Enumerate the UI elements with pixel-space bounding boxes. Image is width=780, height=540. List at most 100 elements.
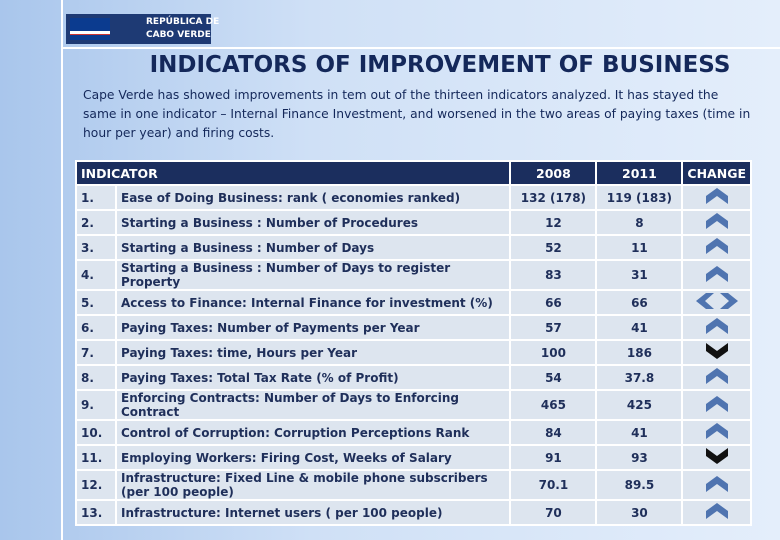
column-header: INDICATOR xyxy=(74,160,512,186)
table-cell: Infrastructure: Fixed Line & mobile phon… xyxy=(114,469,512,501)
table-cell: 11. xyxy=(75,444,117,471)
table-cell: Paying Taxes: Number of Payments per Yea… xyxy=(114,314,512,341)
up-arrow xyxy=(705,238,728,254)
table-cell: 11 xyxy=(595,234,684,261)
table-cell: 70.1 xyxy=(509,469,598,501)
down-arrow xyxy=(705,343,728,359)
table-cell: 7. xyxy=(75,339,117,366)
table-row: 5. Access to Finance: Internal Finance fo… xyxy=(75,289,752,316)
table-cell: 83 xyxy=(509,259,598,291)
table-cell: 84 xyxy=(509,419,598,446)
table-cell: 13. xyxy=(75,499,117,526)
change-icon xyxy=(681,209,752,236)
change-icon xyxy=(681,234,752,261)
table-cell: 41 xyxy=(595,314,684,341)
table-cell: Infrastructure: Internet users ( per 100… xyxy=(114,499,512,526)
change-icon xyxy=(681,289,752,316)
table-cell: 91 xyxy=(509,444,598,471)
table-row: 10. Control of Corruption: Corruption Per… xyxy=(75,419,752,446)
table-cell: 186 xyxy=(595,339,684,366)
logo-text: REPÚBLICA DE xyxy=(146,17,220,27)
change-icon xyxy=(681,339,752,366)
indicator-table: INDICATOR 2008 2011 CHANGE 1. Ease of Doi… xyxy=(74,160,752,526)
table-row: 7. Paying Taxes: time, Hours per Year 100 1… xyxy=(75,339,752,366)
table-row: 13. Infrastructure: Internet users ( per … xyxy=(75,499,752,526)
table-cell: 425 xyxy=(595,389,684,421)
table-cell: 30 xyxy=(595,499,684,526)
table-cell: 1. xyxy=(75,184,117,211)
up-arrow xyxy=(705,213,728,229)
header-row: INDICATOR 2008 2011 CHANGE xyxy=(74,160,752,186)
table-cell: 5. xyxy=(75,289,117,316)
table-cell: 9. xyxy=(75,389,117,421)
logo-text: CABO VERDE xyxy=(146,30,211,40)
table-cell: 93 xyxy=(595,444,684,471)
table-cell: Starting a Business : Number of Days xyxy=(114,234,512,261)
table-row: 8. Paying Taxes: Total Tax Rate (% of Pro… xyxy=(75,364,752,391)
table-cell: 2. xyxy=(75,209,117,236)
table-cell: 6. xyxy=(75,314,117,341)
up-arrow xyxy=(705,265,728,282)
table-cell: 100 xyxy=(509,339,598,366)
column-header: 2008 xyxy=(509,160,598,186)
change-icon xyxy=(681,499,752,526)
table-cell: Ease of Doing Business: rank ( economies… xyxy=(114,184,512,211)
frame-line xyxy=(62,47,780,49)
table-cell: 70 xyxy=(509,499,598,526)
table-row: 3. Starting a Business : Number of Days 52… xyxy=(75,234,752,261)
change-icon xyxy=(681,364,752,391)
up-arrow xyxy=(705,475,728,492)
up-arrow xyxy=(705,188,728,204)
intro-text: Cape Verde has showed improvements in te… xyxy=(83,88,751,140)
same-arrow xyxy=(695,293,738,309)
table-cell: Control of Corruption: Corruption Percep… xyxy=(114,419,512,446)
table-row: 2. Starting a Business : Number of Proced… xyxy=(75,209,752,236)
change-icon xyxy=(681,389,752,421)
table-cell: 66 xyxy=(509,289,598,316)
change-icon xyxy=(681,184,752,211)
table-cell: 12. xyxy=(75,469,117,501)
change-icon xyxy=(681,444,752,471)
down-arrow xyxy=(705,448,728,464)
table-cell: 41 xyxy=(595,419,684,446)
table-row: 1. Ease of Doing Business: rank ( economi… xyxy=(75,184,752,211)
table-cell: Access to Finance: Internal Finance for … xyxy=(114,289,512,316)
change-icon xyxy=(681,314,752,341)
table-cell: 66 xyxy=(595,289,684,316)
frame-line xyxy=(61,0,63,540)
table-cell: 3. xyxy=(75,234,117,261)
table-cell: Starting a Business : Number of Days to … xyxy=(114,259,512,291)
table-cell: Employing Workers: Firing Cost, Weeks of… xyxy=(114,444,512,471)
table-cell: Enforcing Contracts: Number of Days to E… xyxy=(114,389,512,421)
table-cell: Starting a Business : Number of Procedur… xyxy=(114,209,512,236)
flag xyxy=(70,18,110,40)
table-cell: 8 xyxy=(595,209,684,236)
up-arrow xyxy=(705,318,728,334)
table-cell: 119 (183) xyxy=(595,184,684,211)
change-icon xyxy=(681,419,752,446)
title: INDICATORS OF IMPROVEMENT OF BUSINESS xyxy=(149,52,731,78)
table-cell: 4. xyxy=(75,259,117,291)
table-row: 6. Paying Taxes: Number of Payments per Y… xyxy=(75,314,752,341)
up-arrow xyxy=(705,503,728,519)
table-row: 9. Enforcing Contracts: Number of Days to… xyxy=(75,389,752,421)
column-header: 2011 xyxy=(595,160,684,186)
table-cell: 31 xyxy=(595,259,684,291)
table-cell: 465 xyxy=(509,389,598,421)
column-header: CHANGE xyxy=(681,160,752,186)
table-cell: Paying Taxes: Total Tax Rate (% of Profi… xyxy=(114,364,512,391)
table-cell: 37.8 xyxy=(595,364,684,391)
logo: REPÚBLICA DE CABO VERDE xyxy=(66,14,219,44)
up-arrow xyxy=(705,368,728,384)
table-row: 11. Employing Workers: Firing Cost, Weeks… xyxy=(75,444,752,471)
table-cell: 132 (178) xyxy=(509,184,598,211)
table-cell: 12 xyxy=(509,209,598,236)
table-cell: 10. xyxy=(75,419,117,446)
change-icon xyxy=(681,259,752,291)
table-cell: Paying Taxes: time, Hours per Year xyxy=(114,339,512,366)
table-cell: 57 xyxy=(509,314,598,341)
up-arrow xyxy=(705,395,728,412)
change-icon xyxy=(681,469,752,501)
table-cell: 52 xyxy=(509,234,598,261)
